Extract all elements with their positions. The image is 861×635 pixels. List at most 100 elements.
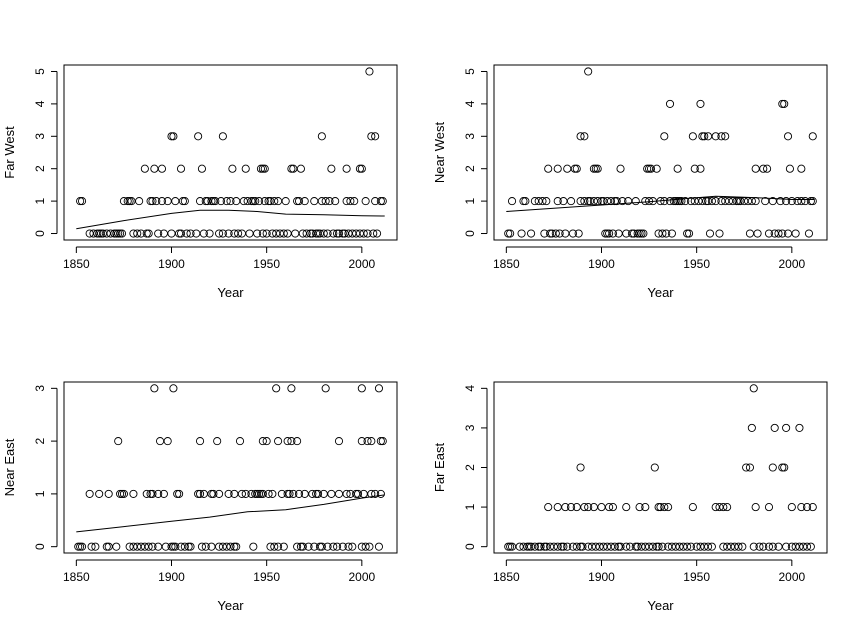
data-point: [365, 542, 374, 551]
data-point: [97, 229, 106, 238]
data-point: [253, 229, 262, 238]
data-point: [566, 503, 576, 512]
data-point: [314, 229, 323, 238]
data-point: [616, 164, 625, 173]
y-tick-label: 3: [463, 133, 477, 140]
data-point: [783, 132, 793, 141]
data-point: [696, 164, 705, 173]
data-point: [677, 197, 686, 206]
data-point: [150, 384, 159, 393]
data-point: [230, 542, 239, 551]
data-point: [175, 489, 184, 498]
data-point: [167, 229, 176, 238]
data-point: [194, 489, 203, 498]
data-point: [228, 164, 237, 173]
data-point: [572, 542, 581, 551]
data-point: [159, 489, 168, 498]
data-point: [171, 197, 180, 206]
data-point: [584, 67, 593, 76]
data-point: [142, 229, 151, 238]
data-point: [186, 229, 195, 238]
data-point: [507, 197, 517, 206]
data-point: [763, 164, 772, 173]
data-point: [256, 164, 266, 173]
data-point: [283, 489, 292, 498]
data-point: [338, 229, 347, 238]
data-point: [504, 229, 513, 238]
data-point: [167, 132, 176, 141]
data-point: [218, 132, 227, 141]
data-point: [797, 197, 806, 206]
data-point: [738, 542, 747, 551]
data-point: [334, 489, 344, 498]
data-point: [589, 164, 598, 173]
data-point: [334, 229, 344, 238]
data-point: [574, 229, 583, 238]
x-tick-label: 1900: [588, 570, 615, 584]
data-point: [749, 542, 758, 551]
data-point: [355, 164, 364, 173]
data-point: [325, 197, 334, 206]
data-point: [344, 542, 353, 551]
data-point: [591, 164, 600, 173]
data-point: [633, 229, 642, 238]
x-axis-title: Year: [217, 285, 244, 300]
x-tick-label: 2000: [778, 257, 805, 271]
data-point: [117, 229, 127, 238]
data-point: [260, 164, 269, 173]
data-point: [91, 542, 100, 551]
x-tick-label: 1950: [253, 570, 280, 584]
data-point: [365, 67, 374, 76]
data-point: [171, 542, 180, 551]
data-point: [605, 229, 614, 238]
data-point: [76, 542, 85, 551]
data-point: [353, 489, 363, 498]
data-point: [176, 164, 186, 173]
data-point: [262, 229, 271, 238]
data-point: [369, 229, 378, 238]
data-point: [195, 489, 205, 498]
data-point: [542, 197, 551, 206]
x-tick-label: 1900: [158, 257, 185, 271]
y-tick-label: 2: [463, 165, 477, 172]
data-point: [334, 437, 344, 446]
data-point: [637, 229, 646, 238]
data-point: [795, 423, 804, 432]
data-point: [665, 99, 675, 108]
y-tick-label: 1: [463, 197, 477, 204]
data-point: [546, 229, 555, 238]
data-point: [808, 197, 817, 206]
data-point: [327, 164, 336, 173]
data-point: [527, 229, 536, 238]
data-point: [806, 197, 815, 206]
data-point: [751, 164, 760, 173]
data-point: [654, 503, 663, 512]
data-point: [803, 503, 812, 512]
data-point: [146, 197, 155, 206]
data-point: [329, 229, 338, 238]
data-point: [631, 542, 640, 551]
data-point: [696, 99, 705, 108]
y-tick-label: 3: [463, 424, 477, 431]
data-point: [173, 489, 182, 498]
data-point: [780, 463, 789, 472]
data-point: [711, 197, 720, 206]
data-point: [291, 229, 300, 238]
data-point: [260, 197, 269, 206]
data-point: [308, 489, 317, 498]
data-point: [123, 197, 132, 206]
x-tick-label: 1850: [63, 570, 90, 584]
data-point: [77, 542, 87, 551]
data-point: [782, 542, 791, 551]
data-point: [698, 132, 707, 141]
data-point: [300, 197, 309, 206]
data-point: [207, 197, 216, 206]
data-point: [361, 542, 370, 551]
data-point: [376, 197, 385, 206]
data-point: [608, 503, 617, 512]
data-point: [683, 542, 692, 551]
plot-frame: [63, 64, 398, 241]
data-point: [654, 542, 663, 551]
data-point: [148, 542, 157, 551]
data-point: [224, 489, 233, 498]
